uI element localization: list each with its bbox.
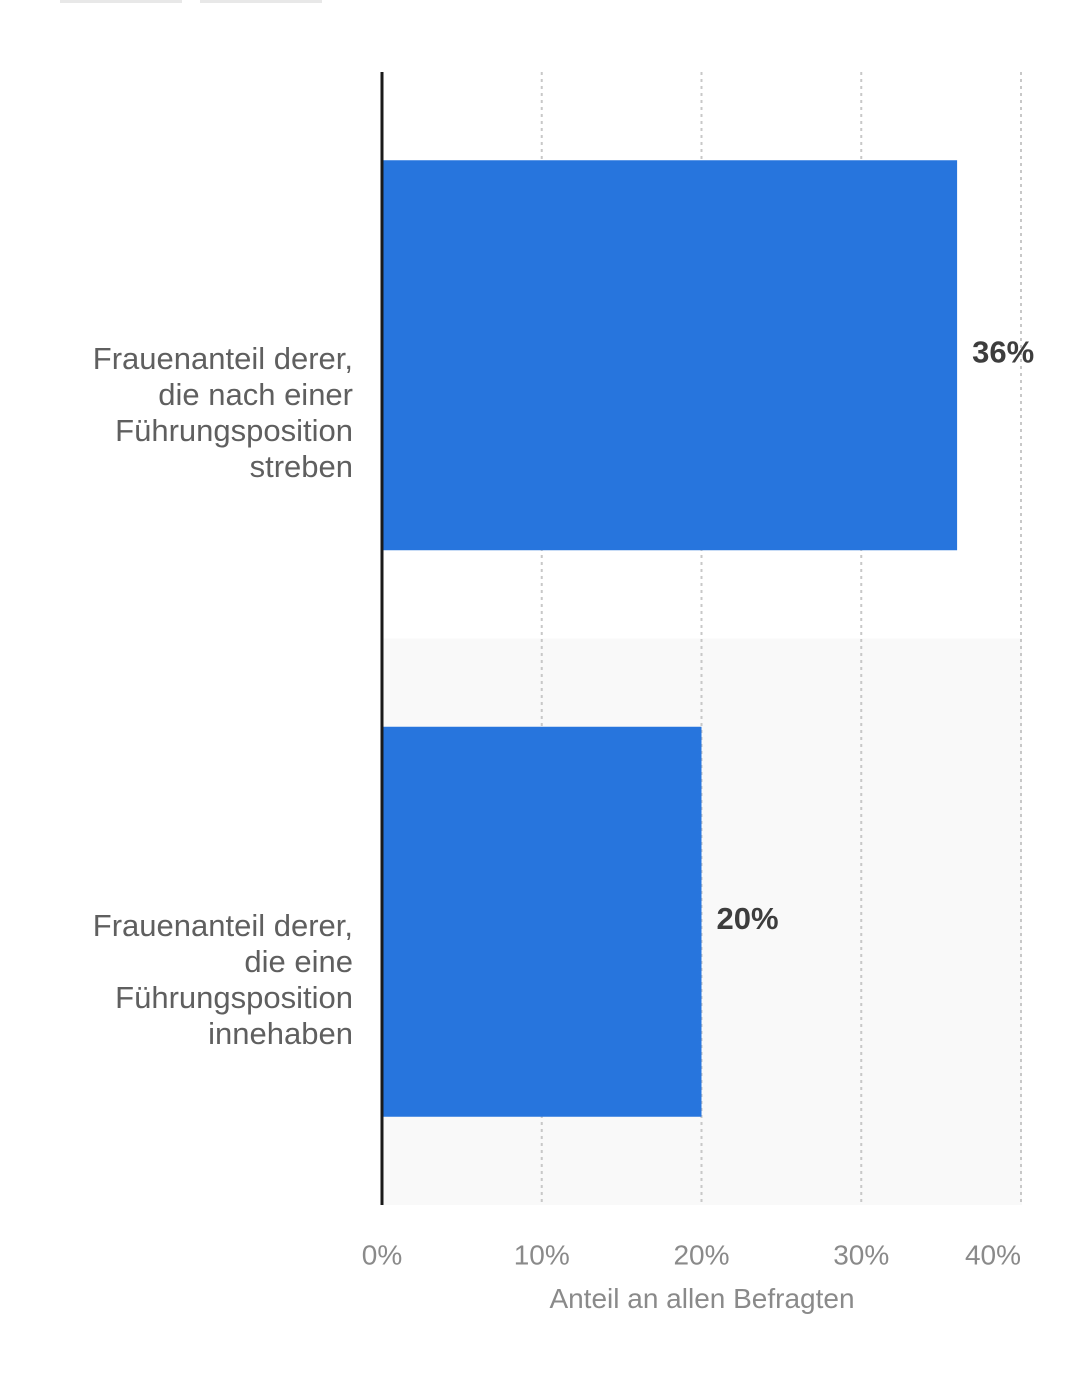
x-tick-label-0: 0%: [362, 1239, 402, 1270]
category-label-0: Frauenanteil derer, die nach einer Führu…: [92, 341, 353, 484]
top-decor-bar-2: [200, 0, 322, 3]
x-tick-label-40: 40%: [965, 1239, 1021, 1270]
x-tick-labels: 0% 10% 20% 30% 40%: [362, 1239, 1021, 1270]
category-label-1: Frauenanteil derer, die eine Führungspos…: [92, 908, 353, 1051]
value-label-0: 36%: [972, 334, 1034, 369]
bar-0: [382, 160, 958, 551]
x-tick-label-30: 30%: [833, 1239, 889, 1270]
x-axis-title: Anteil an allen Befragten: [549, 1283, 855, 1314]
top-decor-bar-1: [60, 0, 182, 3]
value-label-1: 20%: [717, 901, 779, 936]
bar-1: [382, 726, 702, 1117]
x-tick-label-20: 20%: [673, 1239, 729, 1270]
x-tick-label-10: 10%: [514, 1239, 570, 1270]
bars: [382, 160, 958, 1117]
value-labels: 36% 20%: [717, 334, 1035, 936]
